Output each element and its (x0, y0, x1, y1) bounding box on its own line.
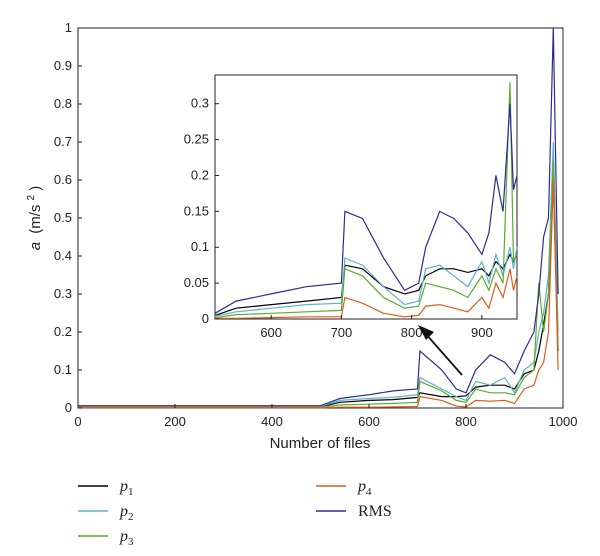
inset-y-tick-label: 0.1 (191, 239, 209, 254)
legend-label-subscript: 3 (128, 536, 134, 548)
inset-y-ticks: 0 0.05 0.1 0.15 0.2 0.25 0.3 (184, 96, 219, 326)
main-y-tick-label: 0.8 (54, 96, 72, 111)
inset-y-tick-label: 0 (202, 311, 209, 326)
main-y-tick-label: 0.7 (54, 134, 72, 149)
main-x-tick-label: 200 (164, 414, 186, 429)
legend-label-main: RMS (358, 503, 392, 520)
inset-series-line-RMS (214, 103, 518, 314)
main-y-tick-label: 1 (65, 20, 72, 35)
main-y-tick-label: 0.6 (54, 172, 72, 187)
legend-label: p3 (119, 528, 134, 548)
inset-plot: 600 700 800 900 0 0.05 0.1 0.15 0.2 0.25 0.3 (184, 74, 518, 340)
inset-series-line-p1 (214, 253, 518, 316)
legend-label-main: p (119, 478, 128, 495)
inset-x-tick-label: 800 (401, 325, 423, 340)
main-y-tick-label: 0.5 (54, 210, 72, 225)
legend-item-p4: p4 (316, 478, 372, 498)
main-x-tick-label: 400 (261, 414, 283, 429)
legend-item-p3: p3 (78, 528, 134, 548)
main-x-ticks: 0 200 400 600 800 1000 (74, 404, 577, 429)
legend-label-subscript: 4 (366, 486, 372, 498)
legend-item-p2: p2 (78, 503, 134, 523)
inset-series-lines (214, 82, 518, 319)
legend-item-RMS: RMS (316, 503, 392, 520)
main-y-tick-label: 0.3 (54, 286, 72, 301)
inset-y-tick-label: 0.2 (191, 167, 209, 182)
inset-y-tick-label: 0.15 (184, 203, 209, 218)
legend-label-main: p (119, 503, 128, 520)
main-x-tick-label: 1000 (549, 414, 578, 429)
main-x-tick-label: 800 (455, 414, 477, 429)
inset-series-line-p3 (214, 82, 518, 319)
y-axis-title-close: ) (27, 186, 44, 191)
x-axis-title: Number of files (270, 435, 371, 452)
legend-label: RMS (358, 503, 392, 520)
legend-label-subscript: 2 (128, 511, 134, 523)
inset-background (214, 74, 518, 320)
inset-series-line-p4 (215, 268, 518, 319)
y-axis-title-unit: (m/s (27, 205, 44, 234)
y-axis-title: a (m/s 2 ) (21, 186, 44, 251)
main-y-tick-label: 0.9 (54, 58, 72, 73)
inset-x-tick-label: 600 (260, 325, 282, 340)
inset-y-tick-label: 0.25 (184, 132, 209, 147)
main-y-ticks: 0 0.1 0.2 0.3 0.4 0.5 0.6 0.7 0.8 0.9 1 (54, 20, 82, 415)
inset-x-ticks: 600 700 800 900 (260, 315, 493, 340)
y-axis-title-var: a (27, 242, 44, 250)
legend-label: p2 (119, 503, 134, 523)
inset-x-tick-label: 700 (331, 325, 353, 340)
zoom-arrow-icon (418, 325, 463, 376)
y-axis-title-exponent: 2 (26, 194, 37, 200)
main-y-tick-label: 0 (65, 400, 72, 415)
main-y-tick-label: 0.1 (54, 362, 72, 377)
inset-y-tick-label: 0.05 (184, 275, 209, 290)
inset-series-line-p2 (214, 247, 518, 317)
main-y-tick-label: 0.4 (54, 248, 72, 263)
main-y-tick-label: 0.2 (54, 324, 72, 339)
legend-label-main: p (357, 478, 366, 495)
legend-item-p1: p1 (78, 478, 134, 498)
inset-x-tick-label: 900 (471, 325, 493, 340)
main-x-tick-label: 600 (358, 414, 380, 429)
main-x-tick-label: 0 (74, 414, 81, 429)
legend-label: p1 (119, 478, 134, 498)
legend-label: p4 (357, 478, 372, 498)
main-plot: 0 200 400 600 800 1000 0 0.1 0.2 0.3 0.4 0.5 0.6 0.7… (54, 20, 578, 429)
legend-label-subscript: 1 (128, 486, 134, 498)
inset-y-tick-label: 0.3 (191, 96, 209, 111)
legend-label-main: p (119, 528, 128, 545)
